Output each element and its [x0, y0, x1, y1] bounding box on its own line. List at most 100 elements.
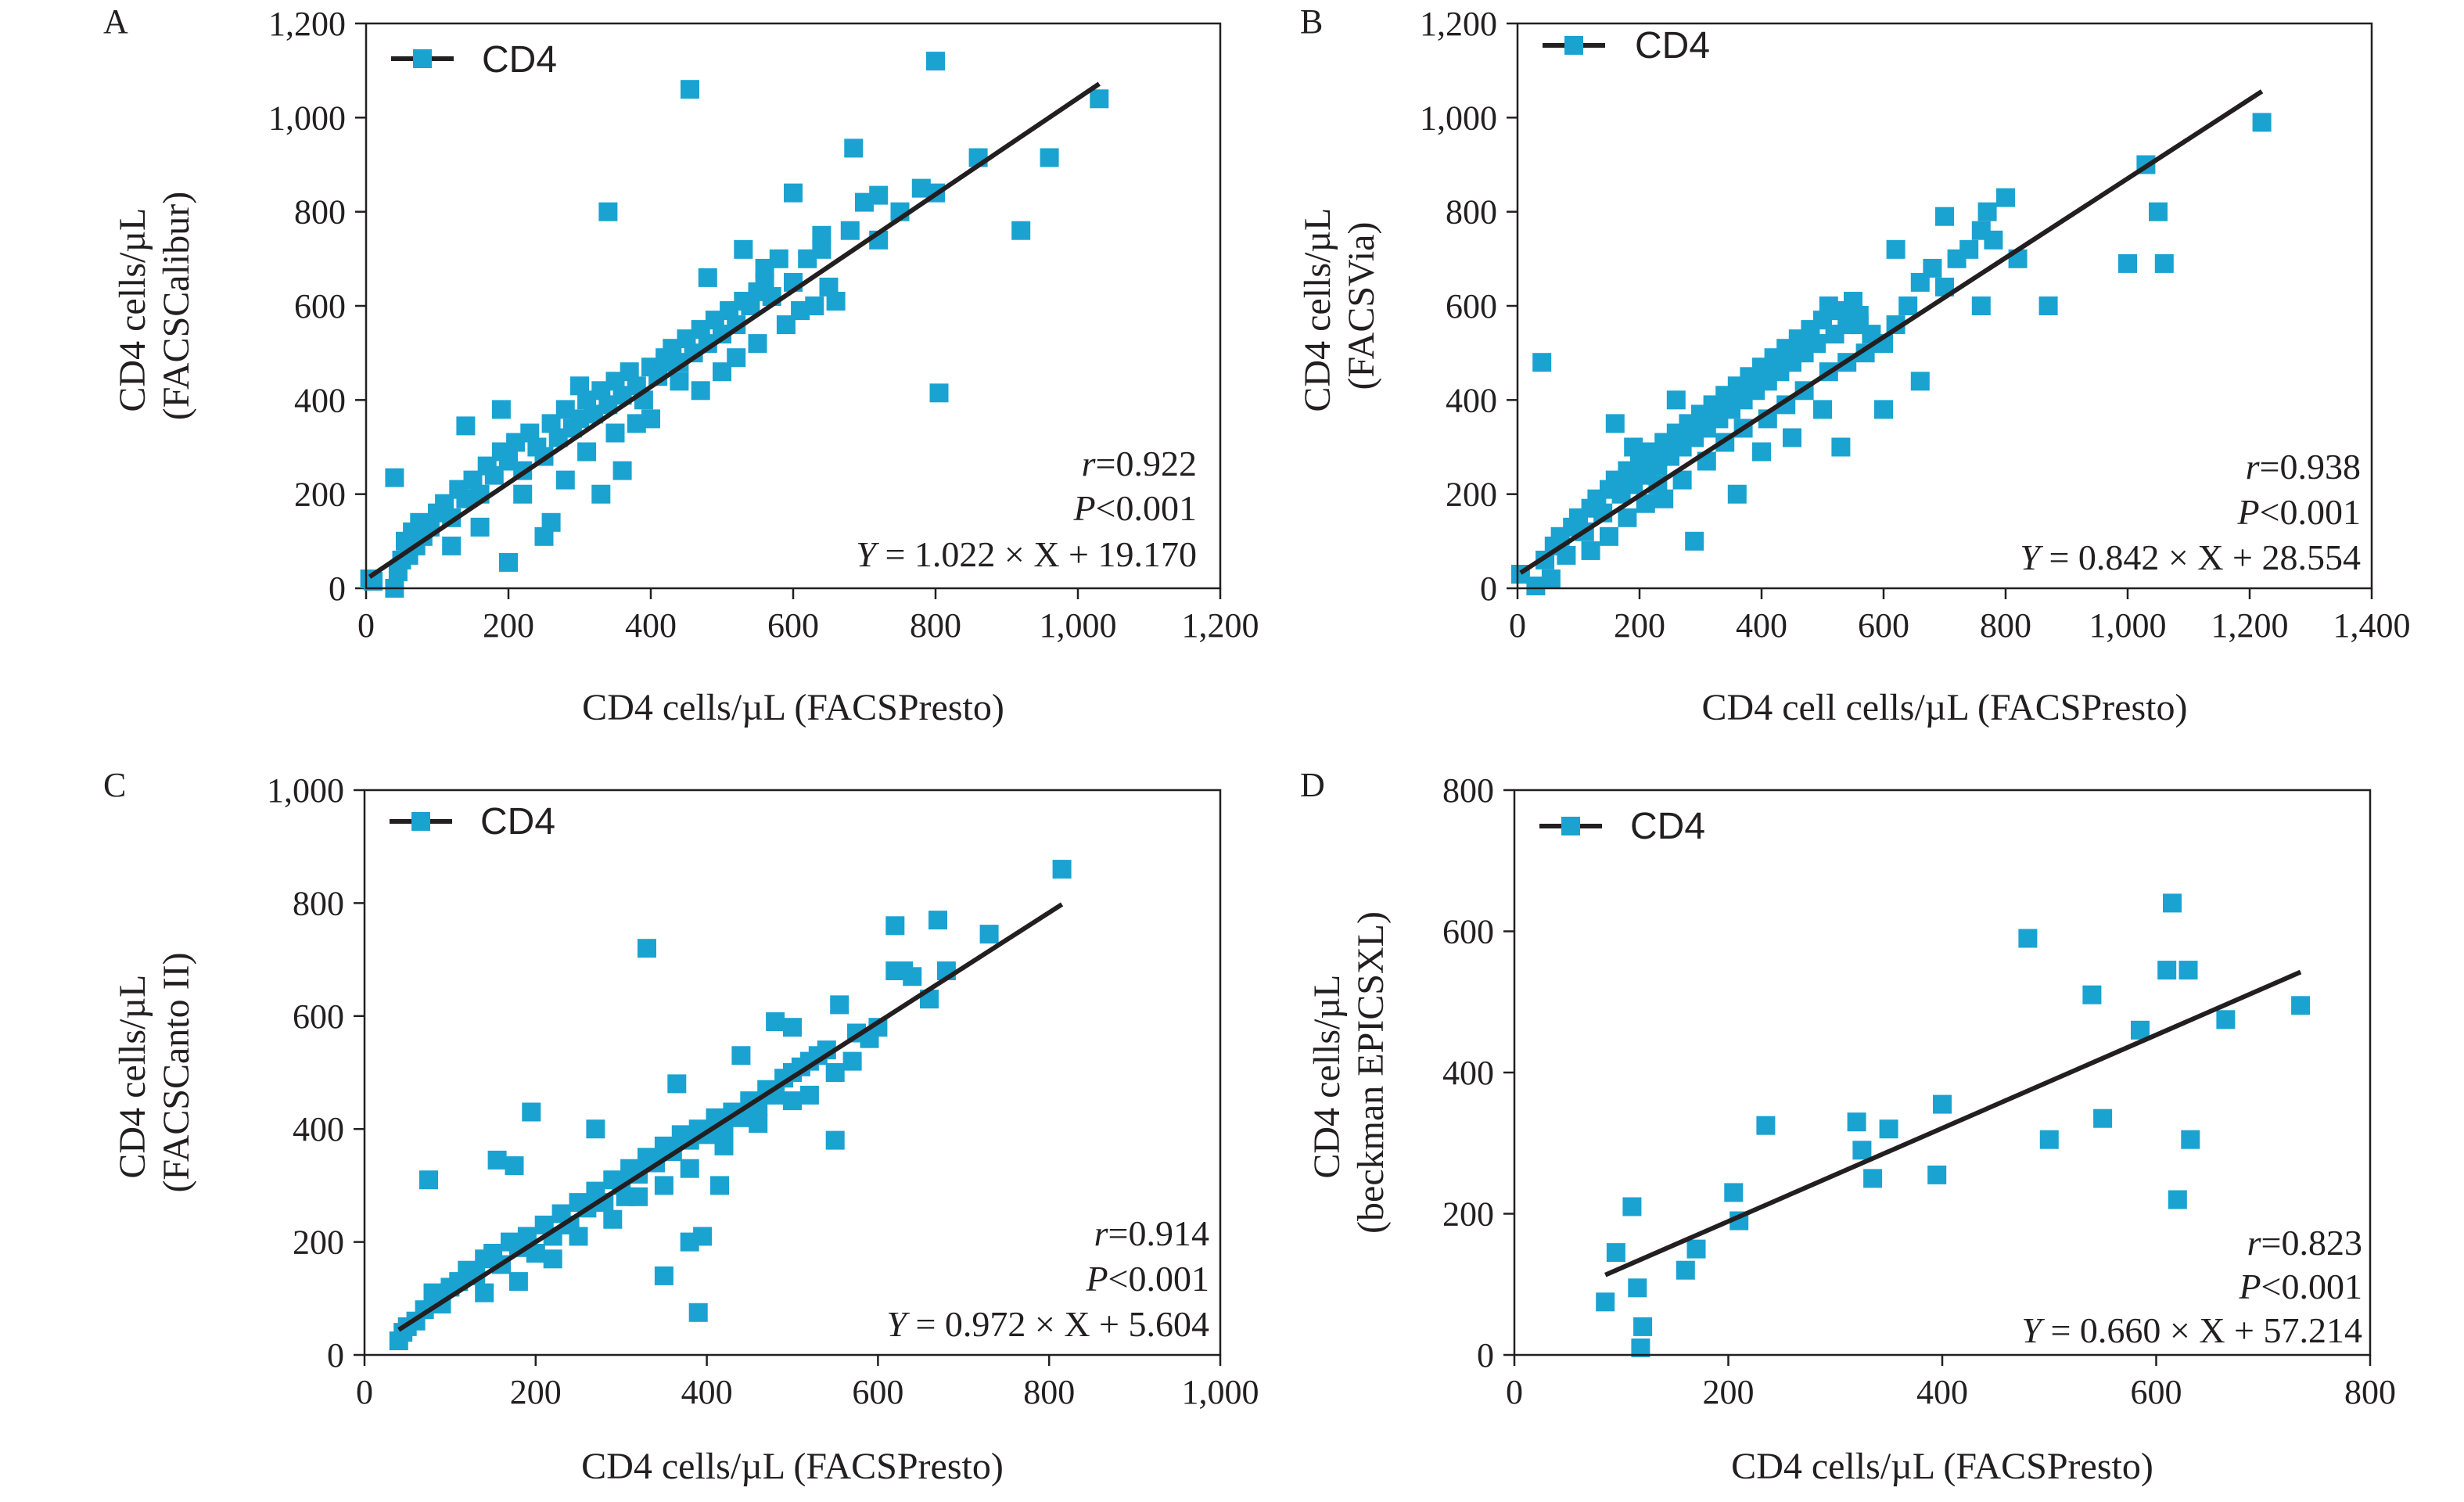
x-tick-label: 600: [852, 1373, 903, 1411]
x-tick-label: 800: [1980, 606, 2031, 645]
stat-p: P<0.001: [1072, 488, 1197, 528]
x-tick-label: 0: [1506, 1373, 1523, 1411]
x-tick-label: 400: [1916, 1373, 1968, 1411]
plot-frame: [1513, 789, 2372, 1356]
y-tick-label: 1,000: [267, 771, 344, 810]
stat-equation: Y = 1.022 × X + 19.170: [856, 534, 1197, 574]
stat-equation: Y = 0.842 × X + 28.554: [2020, 537, 2361, 577]
y-tick-label: 400: [1446, 381, 1497, 419]
data-point: [543, 1249, 562, 1269]
legend: CD4: [1539, 806, 1705, 847]
data-point: [1923, 258, 1942, 278]
x-tick-label: 200: [510, 1373, 562, 1411]
x-tick-label: 0: [357, 606, 375, 645]
x-tick-label: 1,000: [1040, 606, 1117, 645]
legend-marker: [411, 812, 430, 831]
x-tick-label: 800: [1023, 1373, 1075, 1411]
data-point: [1831, 437, 1851, 457]
data-point: [1852, 1141, 1872, 1160]
stat-r: r=0.914: [1094, 1213, 1209, 1253]
y-tick-label: 600: [1442, 913, 1494, 951]
data-point: [1052, 860, 1072, 879]
x-tick-label: 400: [1736, 606, 1787, 645]
y-tick-label: 1,000: [268, 99, 346, 137]
y-tick-label: 400: [294, 381, 346, 419]
data-point: [1666, 390, 1686, 410]
x-tick-label: 1,000: [1182, 1373, 1259, 1411]
data-point: [929, 383, 949, 403]
stat-p: P<0.001: [2238, 1267, 2362, 1306]
data-point: [805, 296, 824, 315]
y-tick-label: 400: [1442, 1054, 1494, 1092]
data-point: [840, 221, 860, 240]
data-point: [691, 381, 710, 401]
panel-letter: C: [103, 766, 126, 804]
data-point: [2018, 929, 2038, 948]
legend: CD4: [1543, 25, 1710, 66]
plot-frame: [363, 789, 1222, 1356]
data-point: [641, 409, 660, 429]
panel-d: D 0 200 400 600 800 0 200 400 600 800 CD4 r=0.823…: [1300, 766, 2396, 1487]
legend-marker: [1561, 817, 1580, 835]
panel-letter: A: [103, 2, 128, 41]
data-point: [456, 416, 476, 436]
data-point: [598, 202, 618, 221]
data-point: [612, 461, 632, 480]
data-point: [885, 916, 905, 936]
data-point: [491, 400, 511, 419]
data-point: [1628, 1278, 1647, 1298]
data-point: [1807, 334, 1826, 354]
y-tick-label: 800: [294, 193, 346, 232]
y-tick-label: 1,000: [1420, 99, 1497, 137]
data-point: [1686, 1239, 1706, 1259]
data-point: [1633, 1317, 1653, 1336]
data-point: [499, 552, 518, 572]
data-point: [844, 138, 864, 158]
data-point: [2168, 1190, 2187, 1209]
data-point: [442, 536, 462, 555]
data-point: [570, 376, 589, 396]
data-point: [842, 1051, 862, 1071]
y-tick-label: 1,200: [268, 5, 346, 43]
data-point: [569, 1227, 588, 1246]
data-point: [688, 1303, 708, 1322]
panel-letter: D: [1300, 766, 1325, 804]
data-point: [783, 1018, 802, 1037]
data-point: [470, 517, 490, 537]
data-point: [1090, 89, 1109, 109]
data-point: [698, 268, 717, 287]
data-point: [656, 353, 675, 372]
data-point: [1971, 296, 1991, 315]
data-point: [505, 1156, 524, 1176]
y-tick-label: 800: [293, 884, 344, 922]
x-tick-label: 800: [910, 606, 961, 645]
y-tick-label: 400: [293, 1110, 344, 1148]
x-tick-label: 200: [1614, 606, 1665, 645]
data-point: [1927, 1165, 1947, 1184]
x-tick-label: 1,400: [2333, 606, 2411, 645]
data-point: [693, 1227, 713, 1246]
data-point: [1532, 353, 1552, 372]
data-point: [1935, 207, 1954, 226]
legend-label: CD4: [480, 801, 555, 843]
x-tick-label: 1,000: [2089, 606, 2167, 645]
stat-r: r=0.938: [2246, 447, 2361, 487]
y-axis-title: CD4 cells/µL (FACSVia): [1297, 199, 1382, 411]
y-tick-label: 0: [329, 570, 346, 608]
data-point: [2157, 961, 2177, 980]
data-point: [603, 1209, 623, 1229]
data-point: [1724, 1183, 1744, 1202]
data-point: [2038, 296, 2058, 315]
data-point: [2252, 113, 2272, 132]
data-point: [2131, 1020, 2150, 1040]
y-axis-title: CD4 cells/µL (beckman EPICSXL): [1306, 911, 1392, 1234]
data-point: [1933, 1094, 1952, 1114]
x-tick-label: 400: [681, 1373, 733, 1411]
data-point: [2039, 1130, 2059, 1149]
data-point: [667, 1074, 687, 1094]
data-point: [1910, 372, 1930, 391]
data-point: [1971, 221, 1991, 240]
legend: CD4: [390, 801, 555, 843]
data-point: [654, 1176, 673, 1195]
data-point: [2178, 961, 2198, 980]
